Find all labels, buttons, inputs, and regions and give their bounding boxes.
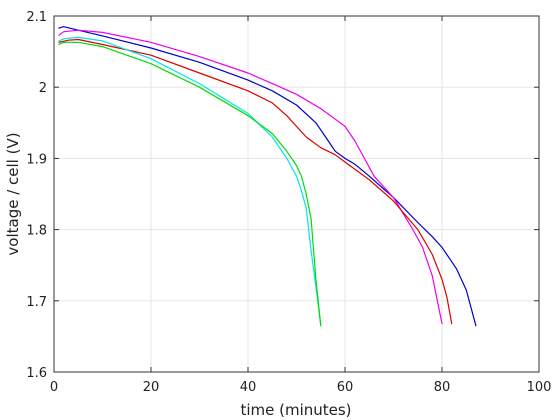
- x-tick-label: 80: [434, 380, 451, 395]
- plot-frame: [53, 15, 540, 373]
- x-tick-label: 40: [240, 380, 257, 395]
- y-tick-label: 1.7: [26, 295, 47, 310]
- y-tick-label: 1.8: [26, 224, 47, 239]
- series-line-3: [58, 38, 453, 325]
- series-line-2: [58, 29, 443, 325]
- series-line-5: [58, 41, 322, 327]
- y-tick-label: 1.6: [26, 366, 47, 381]
- series-group: [58, 26, 477, 327]
- series-line-4: [58, 36, 322, 327]
- x-tick-label: 0: [50, 380, 58, 395]
- x-tick-label: 100: [527, 380, 552, 395]
- y-axis-label: voltage / cell (V): [4, 132, 22, 255]
- y-tick-label: 1.9: [26, 152, 47, 167]
- x-tick-label: 20: [143, 380, 160, 395]
- x-axis-label: time (minutes): [240, 401, 351, 419]
- x-tick-label: 60: [337, 380, 354, 395]
- series-line-1: [58, 26, 477, 327]
- plot-background: [54, 16, 539, 372]
- y-tick-label: 2.1: [26, 10, 47, 25]
- ticks: 0 20 40 60 80 100 1.6 1.7 1.8 1.9 2 2.1: [26, 10, 551, 395]
- y-tick-label: 2: [39, 81, 47, 96]
